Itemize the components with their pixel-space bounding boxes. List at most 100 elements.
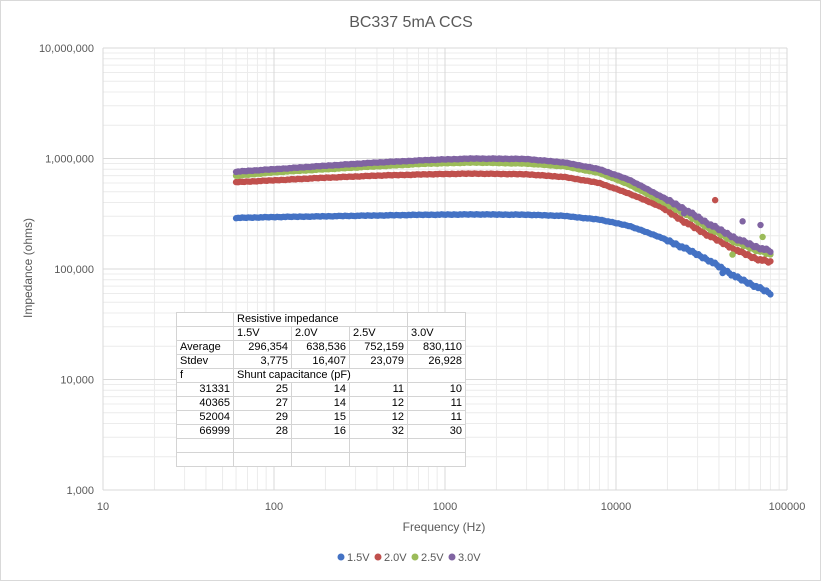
data-point-outlier xyxy=(711,196,719,204)
header-row: Resistive impedance xyxy=(176,312,466,327)
voltage-row: 1.5V 2.0V 2.5V 3.0V xyxy=(176,326,466,341)
data-point xyxy=(767,291,774,298)
table-cell: f xyxy=(176,368,234,383)
y-tick-label: 1,000 xyxy=(66,485,94,497)
x-axis-title: Frequency (Hz) xyxy=(403,520,486,534)
table-cell xyxy=(349,438,408,453)
data-points xyxy=(232,155,774,298)
axes: 10 100 1000 10000 100000 1,000 10,000 100,000 1,… xyxy=(39,43,805,513)
table-cell: 2.5V xyxy=(349,326,408,341)
blank-row xyxy=(176,438,466,453)
freq-row: 31331 25 14 11 10 xyxy=(176,382,466,397)
chart-title: BC337 5mA CCS xyxy=(349,14,473,31)
legend-label: 1.5V xyxy=(347,552,370,564)
data-table: Resistive impedance 1.5V 2.0V 2.5V 3.0V Avera… xyxy=(176,312,466,467)
y-tick-label: 100,000 xyxy=(54,264,94,276)
table-cell: 14 xyxy=(291,382,350,397)
y-tick-label: 10,000,000 xyxy=(39,43,94,55)
data-point-outlier xyxy=(757,221,764,229)
data-point-outlier xyxy=(739,218,746,225)
table-cell: 40365 xyxy=(176,396,234,411)
table-cell: 11 xyxy=(407,410,466,425)
table-cell xyxy=(233,452,292,467)
series-1.5V xyxy=(232,210,774,298)
table-cell: 27 xyxy=(233,396,292,411)
x-tick-label: 100000 xyxy=(769,501,806,513)
legend-marker xyxy=(374,553,382,561)
table-cell xyxy=(176,452,234,467)
table-cell: 752,159 xyxy=(349,340,408,355)
table-cell: 296,354 xyxy=(233,340,292,355)
x-tick-label: 100 xyxy=(265,501,283,513)
table-cell: 10 xyxy=(407,382,466,397)
x-tick-label: 1000 xyxy=(433,501,457,513)
table-cell: 32 xyxy=(349,424,408,439)
table-cell: 12 xyxy=(349,396,408,411)
data-point-outlier xyxy=(729,251,736,258)
table-cell: Shunt capacitance (pF) xyxy=(233,368,408,383)
legend-marker xyxy=(411,553,419,561)
table-cell: 66999 xyxy=(176,424,234,439)
stdev-row: Stdev 3,775 16,407 23,079 26,928 xyxy=(176,354,466,369)
legend-label: 2.5V xyxy=(421,552,444,564)
legend: 1.5V 2.0V 2.5V 3.0V xyxy=(337,552,481,564)
table-cell: Resistive impedance xyxy=(233,312,408,327)
table-cell: 52004 xyxy=(176,410,234,425)
table-cell xyxy=(291,452,350,467)
table-cell xyxy=(349,452,408,467)
table-cell: 638,536 xyxy=(291,340,350,355)
y-tick-label: 10,000 xyxy=(60,375,94,387)
y-axis-title: Impedance (ohms) xyxy=(21,218,35,318)
data-point-outlier xyxy=(759,233,766,241)
table-cell: 14 xyxy=(291,396,350,411)
table-cell: 12 xyxy=(349,410,408,425)
series-2.0V xyxy=(232,170,774,266)
table-cell: 29 xyxy=(233,410,292,425)
table-cell: Stdev xyxy=(176,354,234,369)
legend-marker xyxy=(448,553,456,561)
table-cell xyxy=(291,438,350,453)
data-point-outlier xyxy=(719,269,726,277)
table-cell: Average xyxy=(176,340,234,355)
data-point xyxy=(767,258,774,265)
table-cell xyxy=(407,452,466,467)
table-cell: 26,928 xyxy=(407,354,466,369)
table-cell: 2.0V xyxy=(291,326,350,341)
table-cell: 16 xyxy=(291,424,350,439)
x-tick-label: 10 xyxy=(97,501,109,513)
data-point xyxy=(767,248,774,256)
freq-row: 66999 28 16 32 30 xyxy=(176,424,466,439)
table-cell: 3.0V xyxy=(407,326,466,341)
table-cell: 25 xyxy=(233,382,292,397)
legend-marker xyxy=(337,553,345,561)
table-cell xyxy=(233,438,292,453)
table-cell xyxy=(407,312,466,327)
table-cell: 28 xyxy=(233,424,292,439)
table-cell: 3,775 xyxy=(233,354,292,369)
table-cell xyxy=(176,326,234,341)
table-cell xyxy=(407,368,466,383)
table-cell: 1.5V xyxy=(233,326,292,341)
table-cell: 23,079 xyxy=(349,354,408,369)
x-tick-label: 10000 xyxy=(601,501,632,513)
blank-row xyxy=(176,452,466,467)
table-cell: 30 xyxy=(407,424,466,439)
freq-row: 40365 27 14 12 11 xyxy=(176,396,466,411)
series-3.0V xyxy=(232,155,774,256)
legend-label: 3.0V xyxy=(458,552,481,564)
table-cell: 11 xyxy=(349,382,408,397)
freq-row: 52004 29 15 12 11 xyxy=(176,410,466,425)
table-cell: 15 xyxy=(291,410,350,425)
table-cell: 16,407 xyxy=(291,354,350,369)
table-cell xyxy=(176,438,234,453)
table-cell: 11 xyxy=(407,396,466,411)
legend-label: 2.0V xyxy=(384,552,407,564)
data-point-outlier xyxy=(680,209,688,217)
table-cell: 31331 xyxy=(176,382,234,397)
y-tick-label: 1,000,000 xyxy=(45,154,94,166)
average-row: Average 296,354 638,536 752,159 830,110 xyxy=(176,340,466,355)
table-cell: 830,110 xyxy=(407,340,466,355)
capacitance-header-row: f Shunt capacitance (pF) xyxy=(176,368,466,383)
